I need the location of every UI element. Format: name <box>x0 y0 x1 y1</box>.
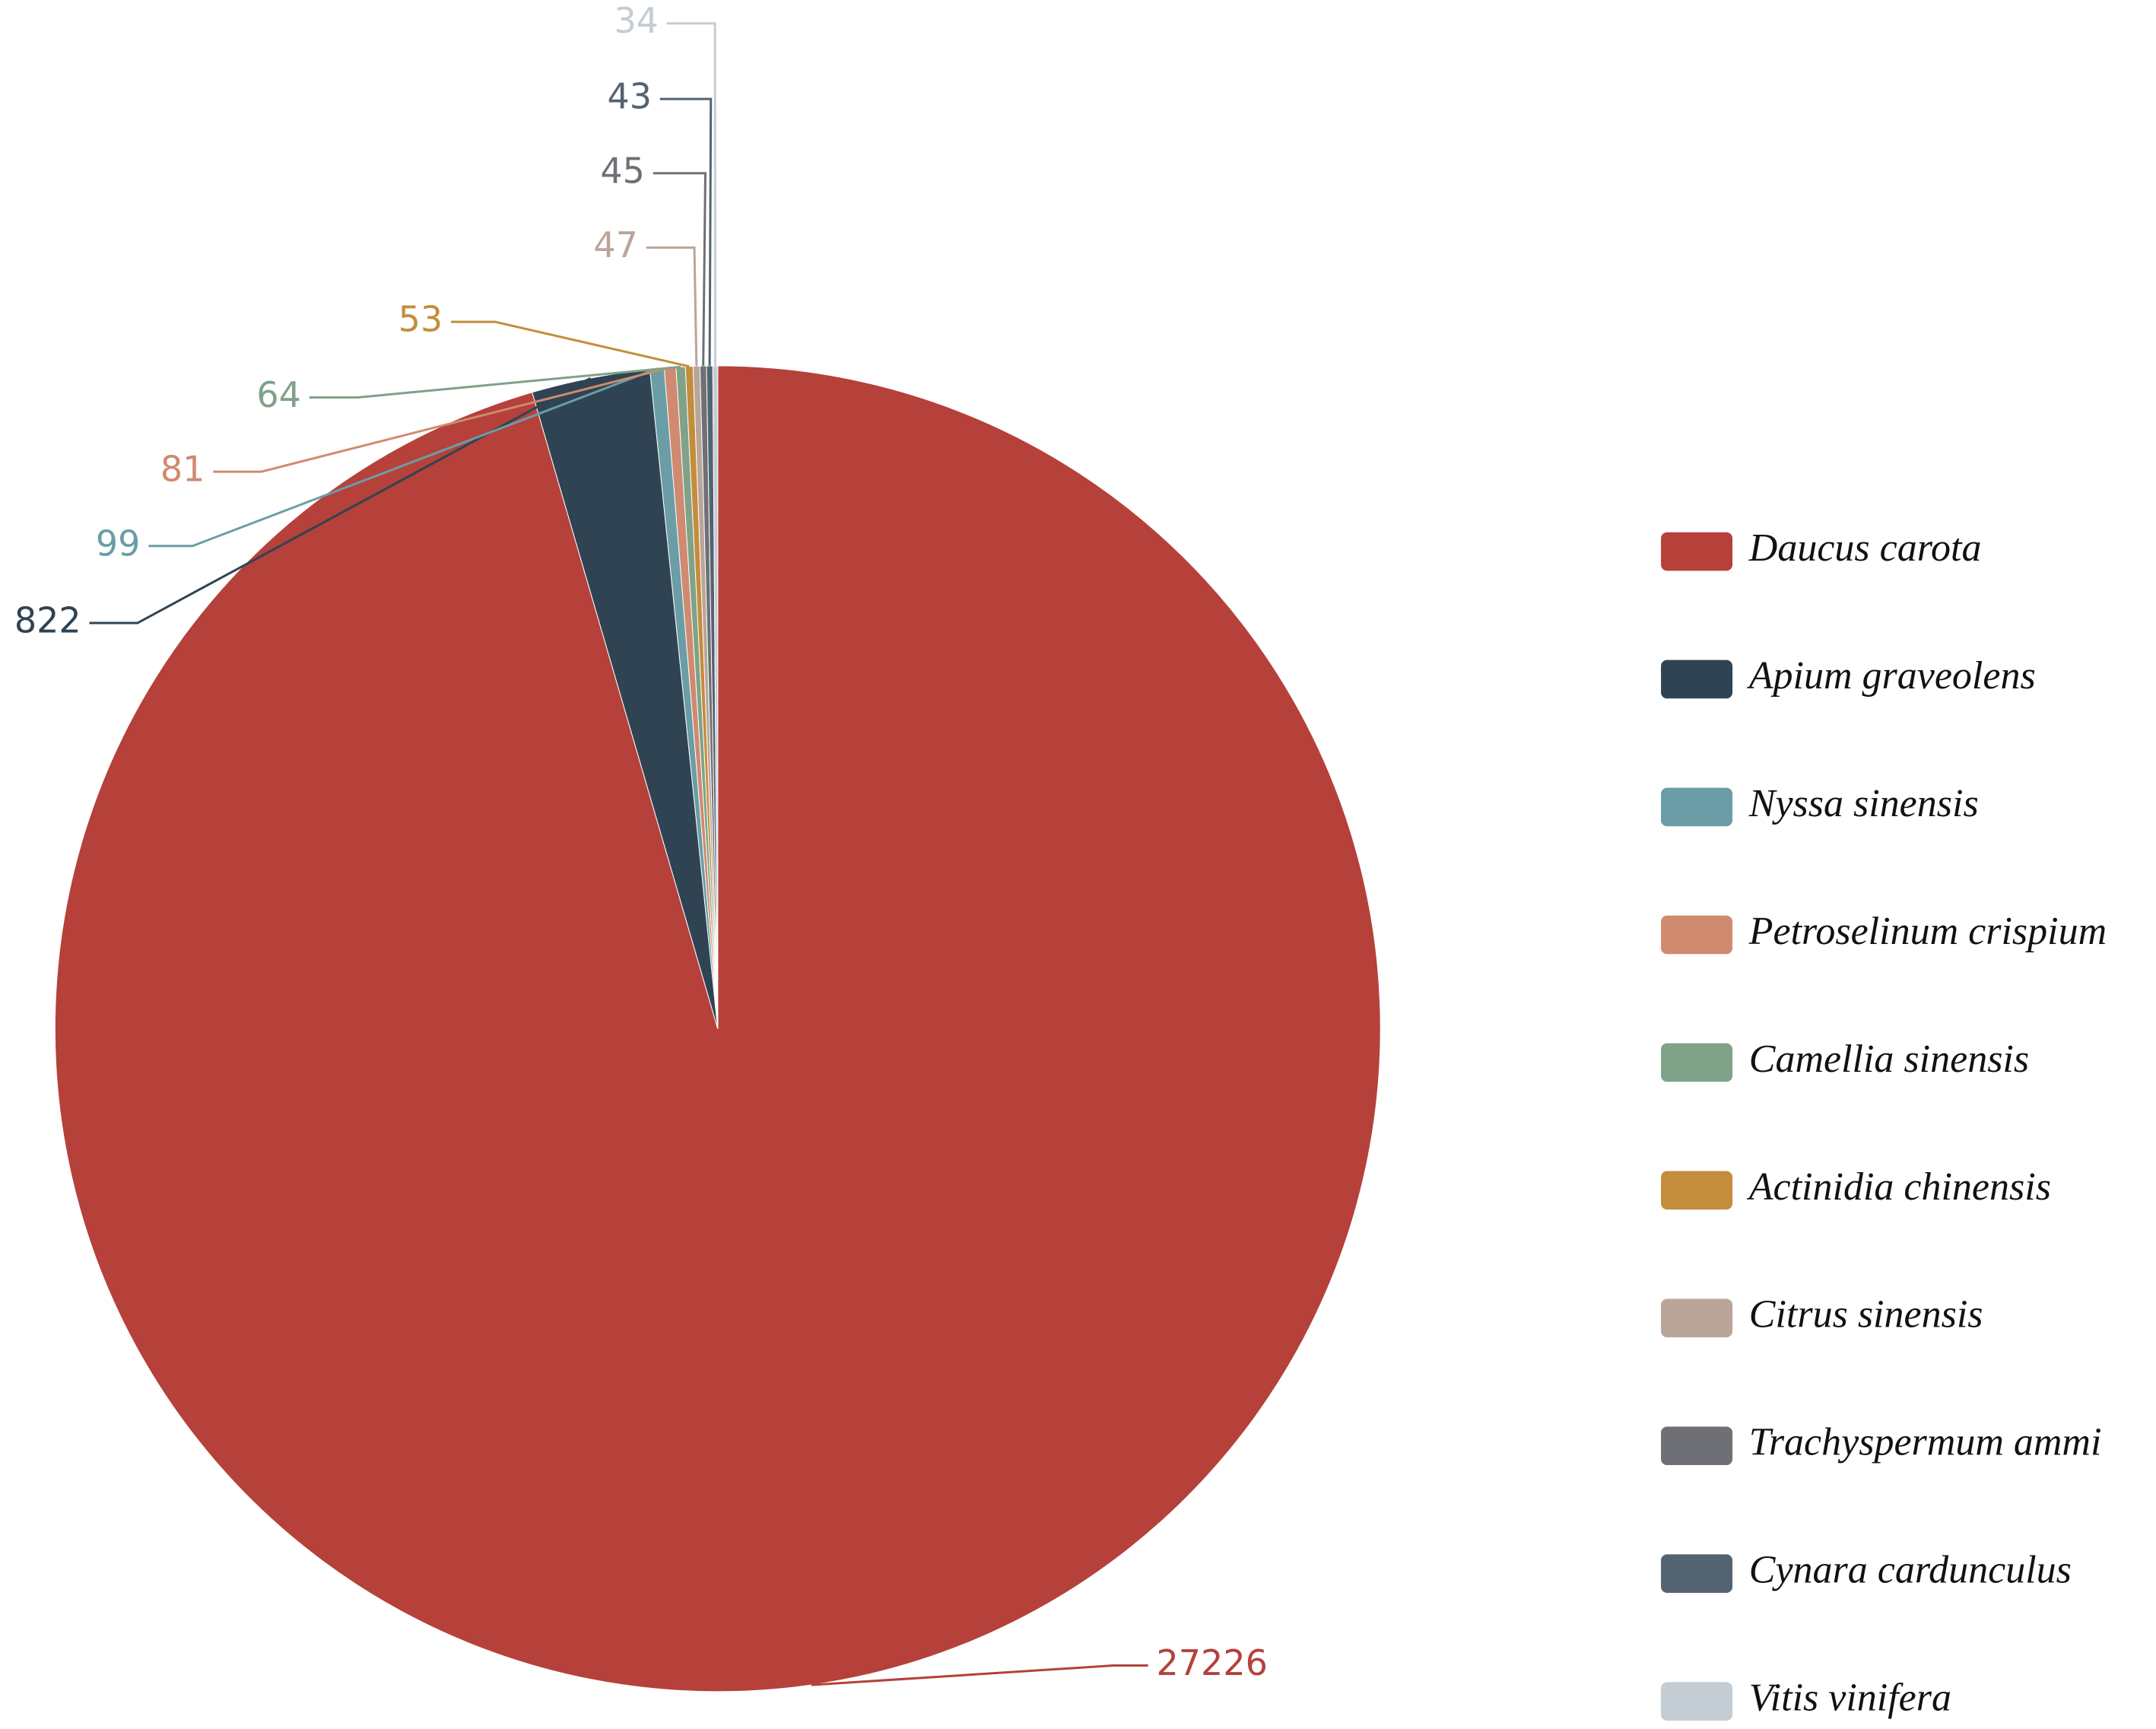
legend-label: Petroselinum crispium <box>1748 910 2107 953</box>
legend-swatch <box>1661 787 1733 827</box>
legend-label: Nyssa sinensis <box>1748 782 1979 825</box>
legend-label: Trachyspermum ammi <box>1749 1421 2102 1464</box>
label-line <box>89 377 592 625</box>
legend-swatch <box>1661 1043 1733 1082</box>
legend-swatch <box>1661 1171 1733 1210</box>
legend-label: Cynara cardunculus <box>1749 1549 2072 1592</box>
value-label: 47 <box>593 224 638 265</box>
value-label: 27226 <box>1157 1642 1268 1683</box>
value-label: 822 <box>14 600 81 641</box>
value-label: 53 <box>398 299 443 340</box>
value-label: 45 <box>600 150 645 191</box>
label-line <box>148 367 658 548</box>
legend-label: Camellia sinensis <box>1749 1038 2029 1081</box>
legend-swatch <box>1661 1298 1733 1338</box>
value-label: 81 <box>160 449 205 490</box>
label-line <box>309 365 681 399</box>
value-label: 99 <box>96 523 141 564</box>
legend-swatch <box>1661 532 1733 571</box>
legend-label: Apium graveolens <box>1747 654 2036 698</box>
legend-label: Vitis vinifera <box>1749 1677 1951 1720</box>
value-label: 34 <box>614 0 659 41</box>
legend-swatch <box>1661 659 1733 699</box>
legend-label: Actinidia chinensis <box>1747 1165 2051 1209</box>
label-line <box>666 22 717 366</box>
value-label: 43 <box>607 76 652 117</box>
label-line <box>659 97 713 367</box>
legend-swatch <box>1661 1554 1733 1594</box>
legend-label: Citrus sinensis <box>1749 1293 1983 1336</box>
label-line <box>213 366 671 473</box>
legend-swatch <box>1661 915 1733 955</box>
label-line <box>451 320 690 368</box>
legend-label: Daucus carota <box>1748 526 1982 570</box>
legend-swatch <box>1661 1682 1733 1721</box>
label-line <box>646 246 698 367</box>
label-line <box>653 172 707 367</box>
label-line <box>811 1664 1148 1686</box>
value-label: 64 <box>256 374 301 415</box>
legend-swatch <box>1661 1426 1733 1466</box>
